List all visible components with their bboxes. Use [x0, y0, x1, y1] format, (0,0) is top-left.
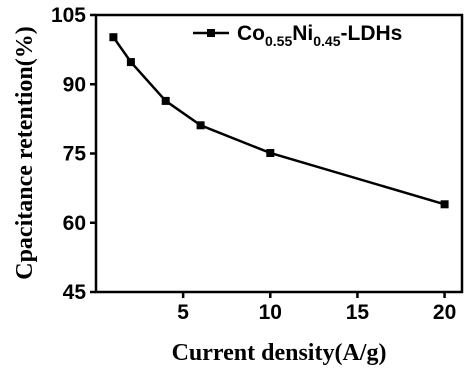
x-tick-label: 5: [177, 301, 189, 324]
y-tick-label: 105: [51, 4, 86, 27]
data-point: [109, 33, 118, 42]
y-tick-label: 90: [63, 73, 86, 96]
legend-part-co: Co: [237, 22, 265, 45]
series-markers: [109, 33, 449, 209]
legend-part-ni: Ni: [292, 22, 313, 45]
data-point: [266, 149, 275, 157]
y-tick-label: 75: [63, 143, 87, 166]
plot-frame: [94, 13, 464, 294]
x-axis-title: Current density(A/g): [172, 340, 387, 366]
x-tick-label: 10: [259, 301, 282, 324]
axis-ticks: [90, 13, 446, 298]
legend-label: Co0.55Ni0.45-LDHs: [237, 22, 402, 49]
x-tick-label: 15: [346, 301, 370, 324]
legend-part-sub2: 0.45: [313, 33, 340, 49]
tick-labels: 5 10 15 20 45 60 75 90 105: [51, 4, 456, 324]
y-tick-label: 45: [63, 281, 87, 304]
legend-part-sub1: 0.55: [265, 33, 292, 49]
data-point: [126, 58, 135, 67]
x-tick-label: 20: [433, 301, 456, 324]
legend-marker: [207, 29, 215, 37]
data-point: [196, 121, 205, 130]
y-axis-title: Cpacitance retention(%): [12, 26, 38, 280]
legend-part-ldhs: -LDHs: [341, 22, 403, 45]
y-tick-label: 60: [63, 212, 86, 235]
data-point: [161, 96, 170, 105]
data-point: [440, 200, 449, 209]
series-line: [112, 36, 445, 206]
legend: Co0.55Ni0.45-LDHs: [193, 22, 402, 49]
